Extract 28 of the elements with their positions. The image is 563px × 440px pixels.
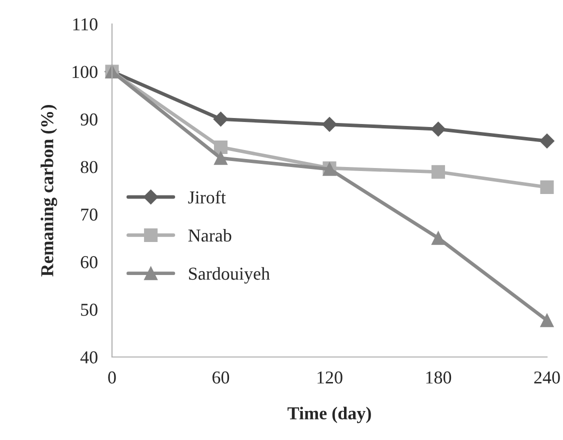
y-axis-title: Remaning carbon (%) (40, 105, 58, 276)
legend-label: Sardouiyeh (189, 267, 270, 284)
y-tick-label: 80 (80, 160, 98, 174)
y-tick-label: 60 (80, 256, 98, 268)
y-tick-label: 50 (81, 304, 98, 316)
point (540, 134, 554, 148)
y-tick-label: 100 (72, 66, 98, 78)
y-tick-label: 40 (80, 351, 98, 364)
point (214, 140, 228, 154)
x-tick-label: 180 (426, 371, 452, 384)
legend-label: Narab (188, 228, 232, 242)
x-tick-label: 120 (318, 371, 342, 384)
point (431, 165, 446, 179)
y-tick-label: 90 (80, 113, 98, 126)
point (214, 151, 228, 165)
point (430, 122, 446, 137)
point (431, 231, 446, 245)
y-tick-label: 70 (81, 208, 98, 221)
legend-label: Jiroft (188, 190, 226, 204)
point (540, 314, 554, 328)
x-axis-title: Time (day) (288, 406, 371, 424)
x-tick-label: 0 (108, 371, 116, 384)
y-tick-label: 110 (73, 18, 98, 30)
point (322, 116, 337, 132)
point (540, 180, 554, 194)
point (213, 112, 228, 127)
x-tick-label: 60 (212, 371, 230, 384)
x-tick-label: 240 (534, 371, 560, 384)
